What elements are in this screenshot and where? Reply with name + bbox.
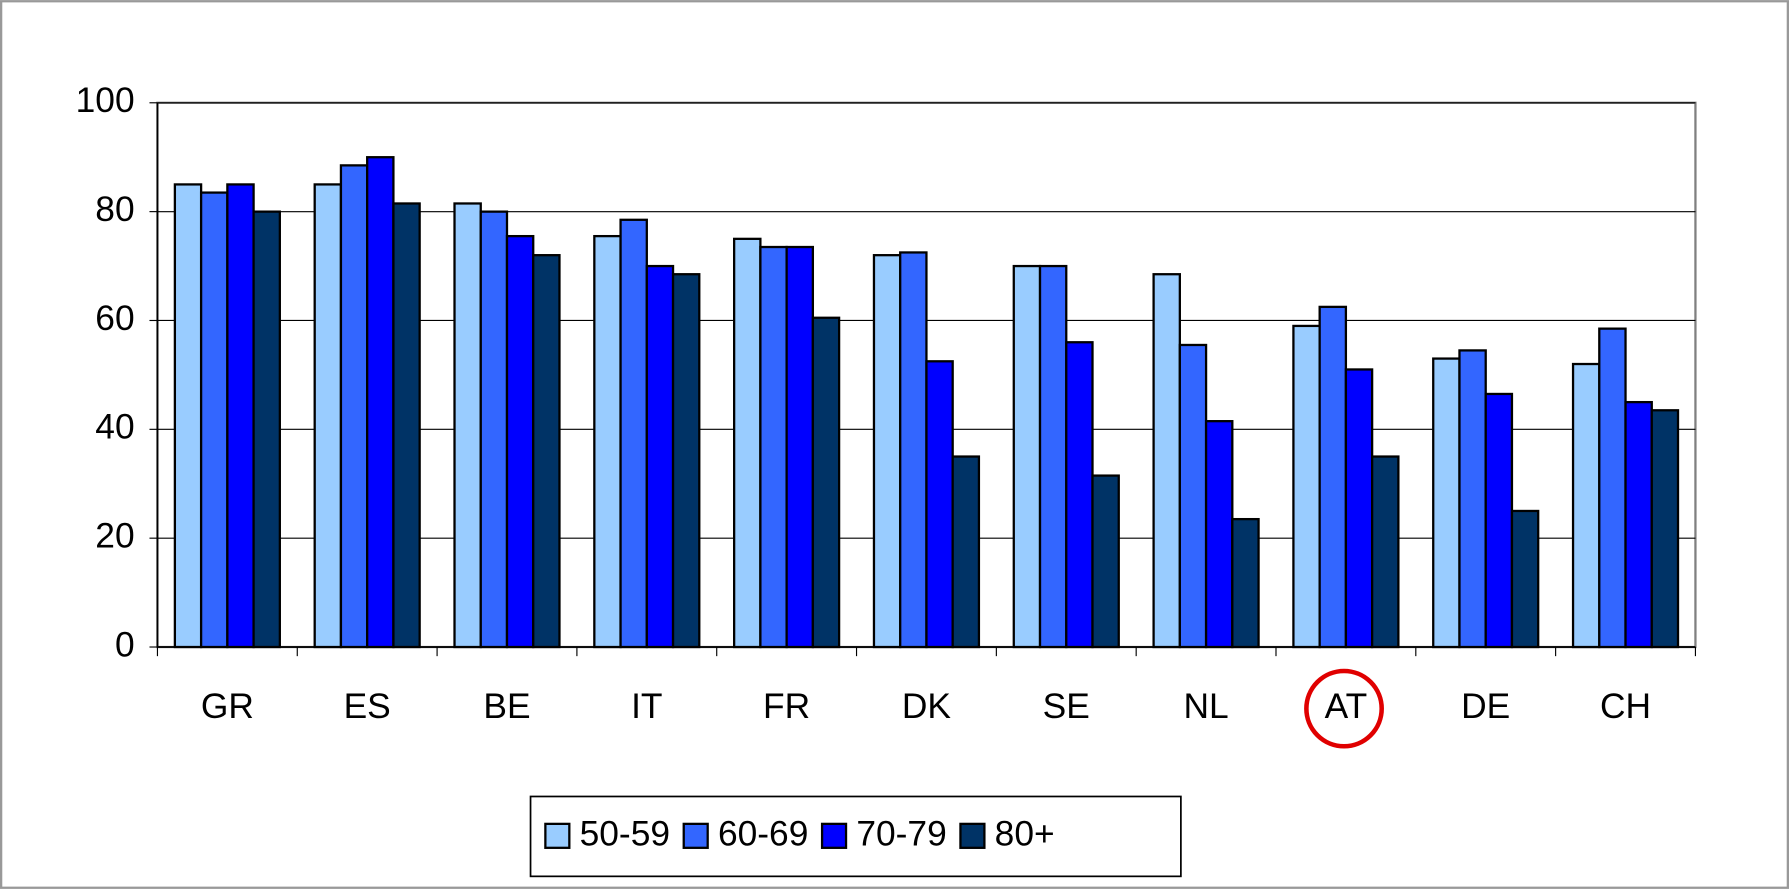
bar (1598, 327, 1627, 649)
bar (951, 455, 981, 649)
y-tick-label: 100 (76, 81, 135, 120)
x-tick-label: CH (1600, 687, 1651, 726)
bar (532, 254, 561, 649)
bar (785, 245, 815, 649)
bar (1152, 273, 1181, 649)
x-tick-label: GR (201, 687, 254, 726)
bar (366, 156, 395, 649)
legend-label: 70-79 (856, 815, 946, 854)
bar (759, 245, 788, 649)
highlight-circle (1304, 668, 1384, 749)
bar (1650, 409, 1680, 649)
bar (671, 273, 701, 649)
legend-box (529, 795, 1182, 878)
x-tick-label: BE (483, 687, 530, 726)
bar (1571, 362, 1601, 649)
legend-label: 80+ (995, 815, 1055, 854)
bar (1065, 341, 1094, 649)
bar (226, 183, 255, 649)
bar (1510, 509, 1540, 649)
bar (173, 183, 203, 649)
bar (899, 251, 928, 649)
x-tick-label: ES (344, 687, 391, 726)
bar (453, 202, 482, 649)
bar (1204, 420, 1234, 649)
y-tick-label: 0 (115, 625, 135, 664)
x-tick-label: DK (902, 687, 952, 726)
bar (811, 316, 841, 649)
legend-swatch (682, 822, 709, 849)
legend-swatch (544, 822, 571, 849)
bar (1231, 517, 1260, 649)
legend-swatch (820, 822, 848, 849)
bar (1292, 324, 1321, 649)
x-tick-label: AT (1325, 687, 1368, 726)
legend-swatch (959, 822, 986, 849)
bar (252, 210, 281, 649)
bar (505, 234, 535, 649)
bar (1012, 264, 1042, 649)
x-tick-label: SE (1043, 687, 1090, 726)
bar (479, 210, 509, 649)
y-tick-label: 80 (95, 190, 134, 229)
bar (1624, 400, 1653, 649)
y-tick-label: 40 (95, 408, 134, 447)
bar (925, 360, 954, 649)
bar (1178, 343, 1208, 649)
bar (1432, 357, 1461, 649)
y-tick-label: 60 (95, 299, 134, 338)
bar (392, 202, 421, 649)
bar (645, 264, 675, 649)
x-tick-label: IT (631, 687, 662, 726)
bar (872, 254, 902, 649)
bar (1038, 264, 1068, 649)
x-tick-label: FR (763, 687, 810, 726)
legend-label: 60-69 (718, 815, 808, 854)
bar (199, 191, 229, 649)
bar (1091, 474, 1120, 649)
bar (1344, 368, 1374, 649)
bar (339, 164, 369, 649)
bar (1370, 455, 1400, 649)
legend-label: 50-59 (580, 815, 670, 854)
bar (593, 234, 622, 649)
y-tick-label: 20 (95, 517, 134, 556)
bar (1484, 392, 1514, 649)
bar (1318, 305, 1348, 649)
bar (619, 218, 648, 649)
bar (1458, 349, 1487, 649)
bar (313, 183, 343, 649)
x-tick-label: DE (1461, 687, 1510, 726)
x-tick-label: NL (1183, 687, 1228, 726)
bar (733, 237, 762, 649)
